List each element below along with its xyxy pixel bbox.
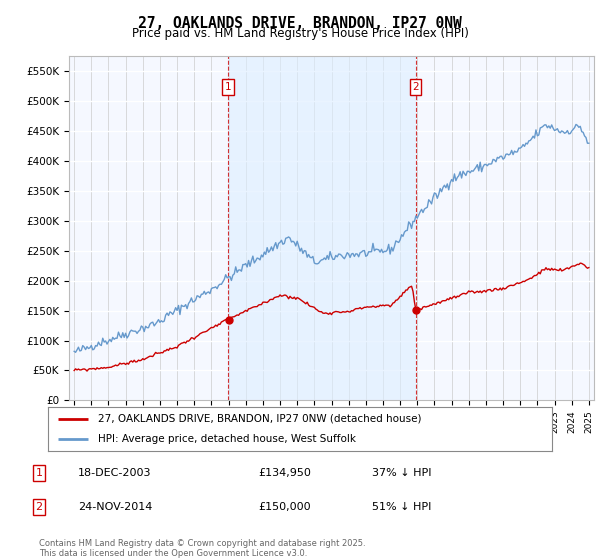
Text: Price paid vs. HM Land Registry's House Price Index (HPI): Price paid vs. HM Land Registry's House …: [131, 27, 469, 40]
Text: 51% ↓ HPI: 51% ↓ HPI: [372, 502, 431, 512]
Text: 27, OAKLANDS DRIVE, BRANDON, IP27 0NW: 27, OAKLANDS DRIVE, BRANDON, IP27 0NW: [138, 16, 462, 31]
Text: 27, OAKLANDS DRIVE, BRANDON, IP27 0NW (detached house): 27, OAKLANDS DRIVE, BRANDON, IP27 0NW (d…: [98, 414, 422, 424]
Text: £134,950: £134,950: [258, 468, 311, 478]
Text: 2: 2: [35, 502, 43, 512]
Text: HPI: Average price, detached house, West Suffolk: HPI: Average price, detached house, West…: [98, 434, 356, 444]
Bar: [228, 56, 416, 400]
Text: 1: 1: [35, 468, 43, 478]
Text: 24-NOV-2014: 24-NOV-2014: [78, 502, 152, 512]
Text: Contains HM Land Registry data © Crown copyright and database right 2025.
This d: Contains HM Land Registry data © Crown c…: [39, 539, 365, 558]
Text: 2: 2: [412, 82, 419, 92]
Text: £150,000: £150,000: [258, 502, 311, 512]
Text: 1: 1: [224, 82, 231, 92]
Text: 37% ↓ HPI: 37% ↓ HPI: [372, 468, 431, 478]
Text: 18-DEC-2003: 18-DEC-2003: [78, 468, 151, 478]
